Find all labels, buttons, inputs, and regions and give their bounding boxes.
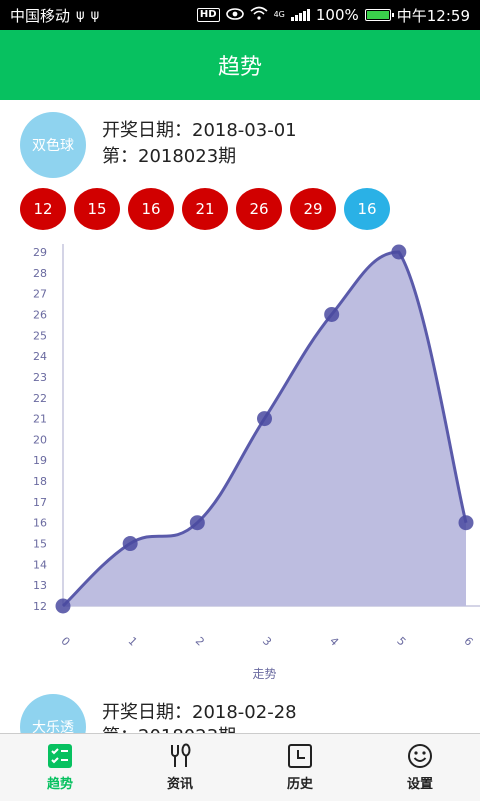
red-ball: 29 [290,188,336,230]
tab-news[interactable]: 资讯 [120,734,240,801]
red-ball: 12 [20,188,66,230]
area-fill [63,252,466,606]
page-title: 趋势 [217,55,262,80]
y-tick-label: 18 [33,475,47,488]
series-line [61,250,468,608]
x-tick-label: 6 [461,634,475,648]
lottery-badge[interactable]: 双色球 [20,112,86,178]
battery-percent: 100% [315,6,359,24]
red-ball: 15 [74,188,120,230]
tab-label: 历史 [286,777,313,792]
hd-icon: HD [196,8,220,22]
y-tick-label: 13 [33,579,47,592]
eye-icon [225,6,244,24]
y-tick-label: 23 [33,371,47,384]
carrier-label: 中国移动 [10,6,71,25]
data-point [189,515,205,531]
bottom-tab-bar: 趋势 资讯 历史 设置 [0,733,480,801]
data-point [257,411,272,427]
x-tick-label: 3 [260,634,274,648]
y-tick-label: 16 [33,517,47,530]
y-tick-label: 26 [33,308,47,321]
y-tick-label: 21 [33,413,47,426]
x-tick-label: 1 [126,634,140,648]
x-tick-label: 5 [394,634,408,648]
y-tick-label: 24 [33,350,47,363]
network-type: 4G [273,9,285,19]
usb-icon: ψ [76,7,85,23]
data-point [391,244,407,260]
x-tick-label: 4 [327,634,341,648]
data-point [324,306,340,322]
tab-settings[interactable]: 设置 [360,734,480,801]
draw-date: 开奖日期：2018-03-01 [102,120,297,141]
data-point [122,536,138,552]
y-tick-label: 20 [33,433,47,446]
signal-icon [290,9,310,21]
usb-icon-2: ψ [90,7,100,23]
clock-icon [288,744,312,768]
app-bar: 趋势 [0,30,480,100]
tab-trend[interactable]: 趋势 [0,734,120,801]
draw-issue: 第：2018023期 [102,146,237,167]
battery-icon [364,9,394,21]
tab-label: 设置 [406,777,433,792]
y-tick-label: 15 [33,538,47,551]
y-tick-label: 28 [33,267,47,280]
draw-date-2: 开奖日期：2018-02-28 [102,702,297,723]
y-tick-label: 17 [33,496,47,509]
smiley-icon [408,744,432,768]
checklist-icon [48,744,72,768]
data-point [458,515,474,531]
red-ball: 21 [182,188,228,230]
y-tick-label: 27 [33,288,47,301]
y-tick-label: 29 [33,246,47,259]
utensils-icon [171,743,191,767]
ball-row: 12 15 16 21 26 29 16 [20,188,390,232]
y-tick-label: 22 [33,392,47,405]
tab-label: 资讯 [166,777,193,792]
red-ball: 16 [128,188,174,230]
red-ball: 26 [236,188,282,230]
y-tick-label: 25 [33,329,47,342]
clock-time: 中午12:59 [396,6,470,25]
y-tick-label: 12 [33,600,47,613]
y-tick-label: 14 [33,558,47,571]
status-bar: 中国移动 ψ ψ HD 4G 100% 中午12:59 [0,0,480,30]
wifi-icon [250,6,268,24]
x-tick-label: 2 [193,634,207,648]
x-tick-label: 0 [58,634,72,648]
y-tick-label: 19 [33,454,47,467]
data-point [55,598,71,614]
blue-ball: 16 [344,188,390,230]
tab-label: 趋势 [46,777,73,792]
x-axis-label: 走势 [252,667,276,681]
tab-history[interactable]: 历史 [240,734,360,801]
